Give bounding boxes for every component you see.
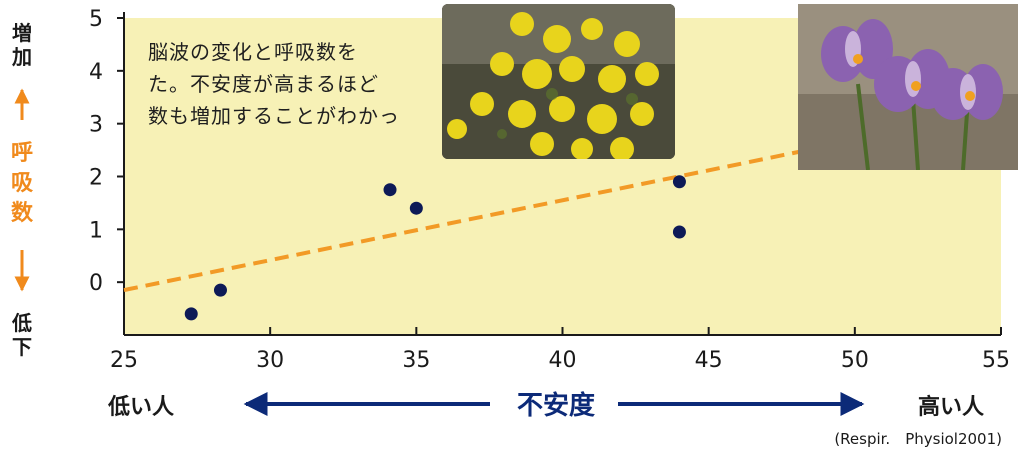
data-point	[184, 307, 198, 321]
x-tick-label: 40	[549, 348, 577, 373]
y-ticks: 5 4 3 2 1 0	[89, 7, 124, 296]
data-point	[213, 283, 227, 297]
x-tick-label: 45	[695, 348, 723, 373]
y-tick-label: 5	[89, 7, 103, 32]
y-tick-label: 3	[89, 113, 103, 138]
source-note: (Respir. Physiol2001)	[834, 430, 1002, 448]
y-tick-label: 4	[89, 60, 103, 85]
y-label-middle: 呼吸数	[11, 141, 34, 226]
x-label-left: 低い人	[107, 395, 174, 420]
x-label-center: 不安度	[517, 390, 595, 421]
x-tick-label: 55	[982, 348, 1010, 373]
y-tick-label: 0	[89, 271, 103, 296]
data-point	[383, 183, 397, 197]
x-label-right: 高い人	[918, 394, 984, 420]
data-point	[672, 175, 686, 189]
data-point	[409, 201, 423, 215]
crocus-photo	[798, 4, 1018, 170]
x-tick-label: 35	[402, 348, 430, 373]
y-tick-label: 2	[89, 166, 103, 191]
data-point	[672, 225, 686, 239]
y-label-bottom: 低下	[11, 311, 32, 359]
caption-text: 脳波の変化と呼吸数を た。不安度が高まるほど 数も増加することがわかっ	[148, 40, 400, 128]
x-ticks: 25 30 35 40 45 50 55	[110, 327, 1010, 373]
y-tick-label: 1	[89, 218, 103, 243]
data-points	[184, 175, 686, 321]
trend-line	[123, 108, 1002, 293]
x-tick-label: 30	[256, 348, 284, 373]
rape-blossom-photo	[442, 4, 675, 159]
x-tick-label: 50	[841, 348, 869, 373]
y-label-top: 増加	[11, 21, 32, 69]
x-tick-label: 25	[110, 348, 138, 373]
